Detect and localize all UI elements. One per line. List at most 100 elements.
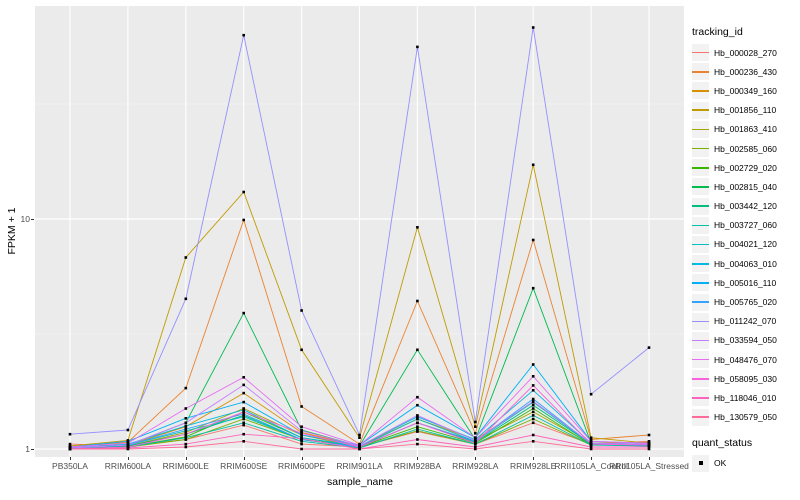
data-point [647,445,651,449]
data-point [242,423,245,427]
x-tick [417,457,419,460]
data-point [474,436,477,439]
legend-key-line-icon [692,44,709,62]
x-tick [185,457,187,460]
legend-key-line-icon [692,101,709,119]
data-point [531,363,535,366]
data-point [184,442,188,446]
x-tick-label: RRIM928BA [393,461,442,471]
data-point [68,447,72,451]
data-point [416,427,419,431]
data-point [300,447,303,451]
data-point [184,436,188,439]
data-point [647,443,651,447]
data-point [242,417,245,421]
x-tick [533,457,535,460]
quant-status-legend-item: OK [692,454,798,473]
legend-item-label: Hb_003442_120 [714,201,777,212]
data-point [531,26,535,29]
x-tick [243,457,245,460]
legend-item-label: Hb_048476_070 [714,354,777,365]
data-point [242,408,245,412]
x-tick [301,457,303,460]
data-point [242,410,245,414]
data-point [474,425,477,428]
data-point [300,429,303,433]
data-point [126,440,130,443]
data-point [126,441,130,445]
data-point [416,403,419,407]
legend-item: Hb_000028_270 [692,43,798,62]
y-tick-label: 1 [25,444,30,454]
data-point [589,392,593,396]
data-point [589,442,593,446]
data-point [300,440,303,443]
data-point [126,428,130,432]
data-point [242,400,245,404]
data-point [242,391,245,395]
legend-key-line-icon [692,389,709,407]
legend-item-label: Hb_004063_010 [714,258,777,269]
data-point [242,432,245,436]
data-point [184,445,188,449]
data-point [416,348,419,352]
quant-status-legend-title: quant_status [692,436,753,449]
data-point [474,441,477,445]
legend: tracking_id Hb_000028_270 Hb_000236_430 Hb… [692,26,798,473]
data-point [416,414,419,417]
quant-status-label: OK [714,458,727,469]
x-tick-label: RRIM901LA [336,461,383,471]
data-point [589,440,593,443]
data-point [300,432,303,435]
data-point [531,403,535,407]
data-point [416,438,419,441]
legend-item-label: Hb_000349_160 [714,85,777,96]
legend-key-line-icon [692,293,709,311]
data-point [68,432,72,436]
legend-item-label: Hb_000028_270 [714,47,777,58]
x-tick-label: RRIM928LE [510,461,557,471]
x-tick-label: RRIM600PE [277,461,326,471]
legend-item: Hb_011242_070 [692,312,798,331]
data-point [358,445,361,449]
data-point [531,400,535,403]
legend-key-line-icon [692,120,709,138]
data-point [531,389,535,392]
data-point [126,443,130,447]
legend-item-label: Hb_004021_120 [714,239,777,250]
y-tick [31,219,34,220]
legend-key-line-icon [692,140,709,158]
legend-item-label: Hb_011242_070 [714,316,777,327]
data-point [474,445,477,449]
data-point [647,433,651,437]
data-point [242,383,245,387]
data-point [647,441,651,445]
legend-key-line-icon [692,274,709,292]
data-point [242,376,245,379]
data-point [416,415,419,419]
data-point [531,407,535,410]
legend-item: Hb_003727_060 [692,216,798,235]
legend-item-label: Hb_033594_050 [714,335,777,346]
data-point [358,436,361,439]
data-point [531,384,535,387]
legend-item-label: Hb_002585_060 [714,143,777,154]
data-point [184,432,188,436]
legend-item: Hb_058095_030 [692,369,798,388]
data-point [184,386,188,390]
data-point [416,395,419,399]
legend-key-line-icon [692,197,709,215]
data-point [474,420,477,424]
legend-key-line-icon [692,370,709,388]
y-tick-label: 10 [20,214,30,224]
data-point [531,375,535,378]
quant-status-legend-items: OK [692,454,798,473]
legend-key-line-icon [692,235,709,253]
legend-item: Hb_001856_110 [692,101,798,120]
legend-key-line-icon [692,216,709,234]
legend-item: Hb_001863_410 [692,120,798,139]
data-point [531,163,535,167]
x-tick-label: RRIM600LE [162,461,209,471]
x-tick-label: RRII105LA_Control [554,461,628,471]
x-tick [649,457,650,460]
